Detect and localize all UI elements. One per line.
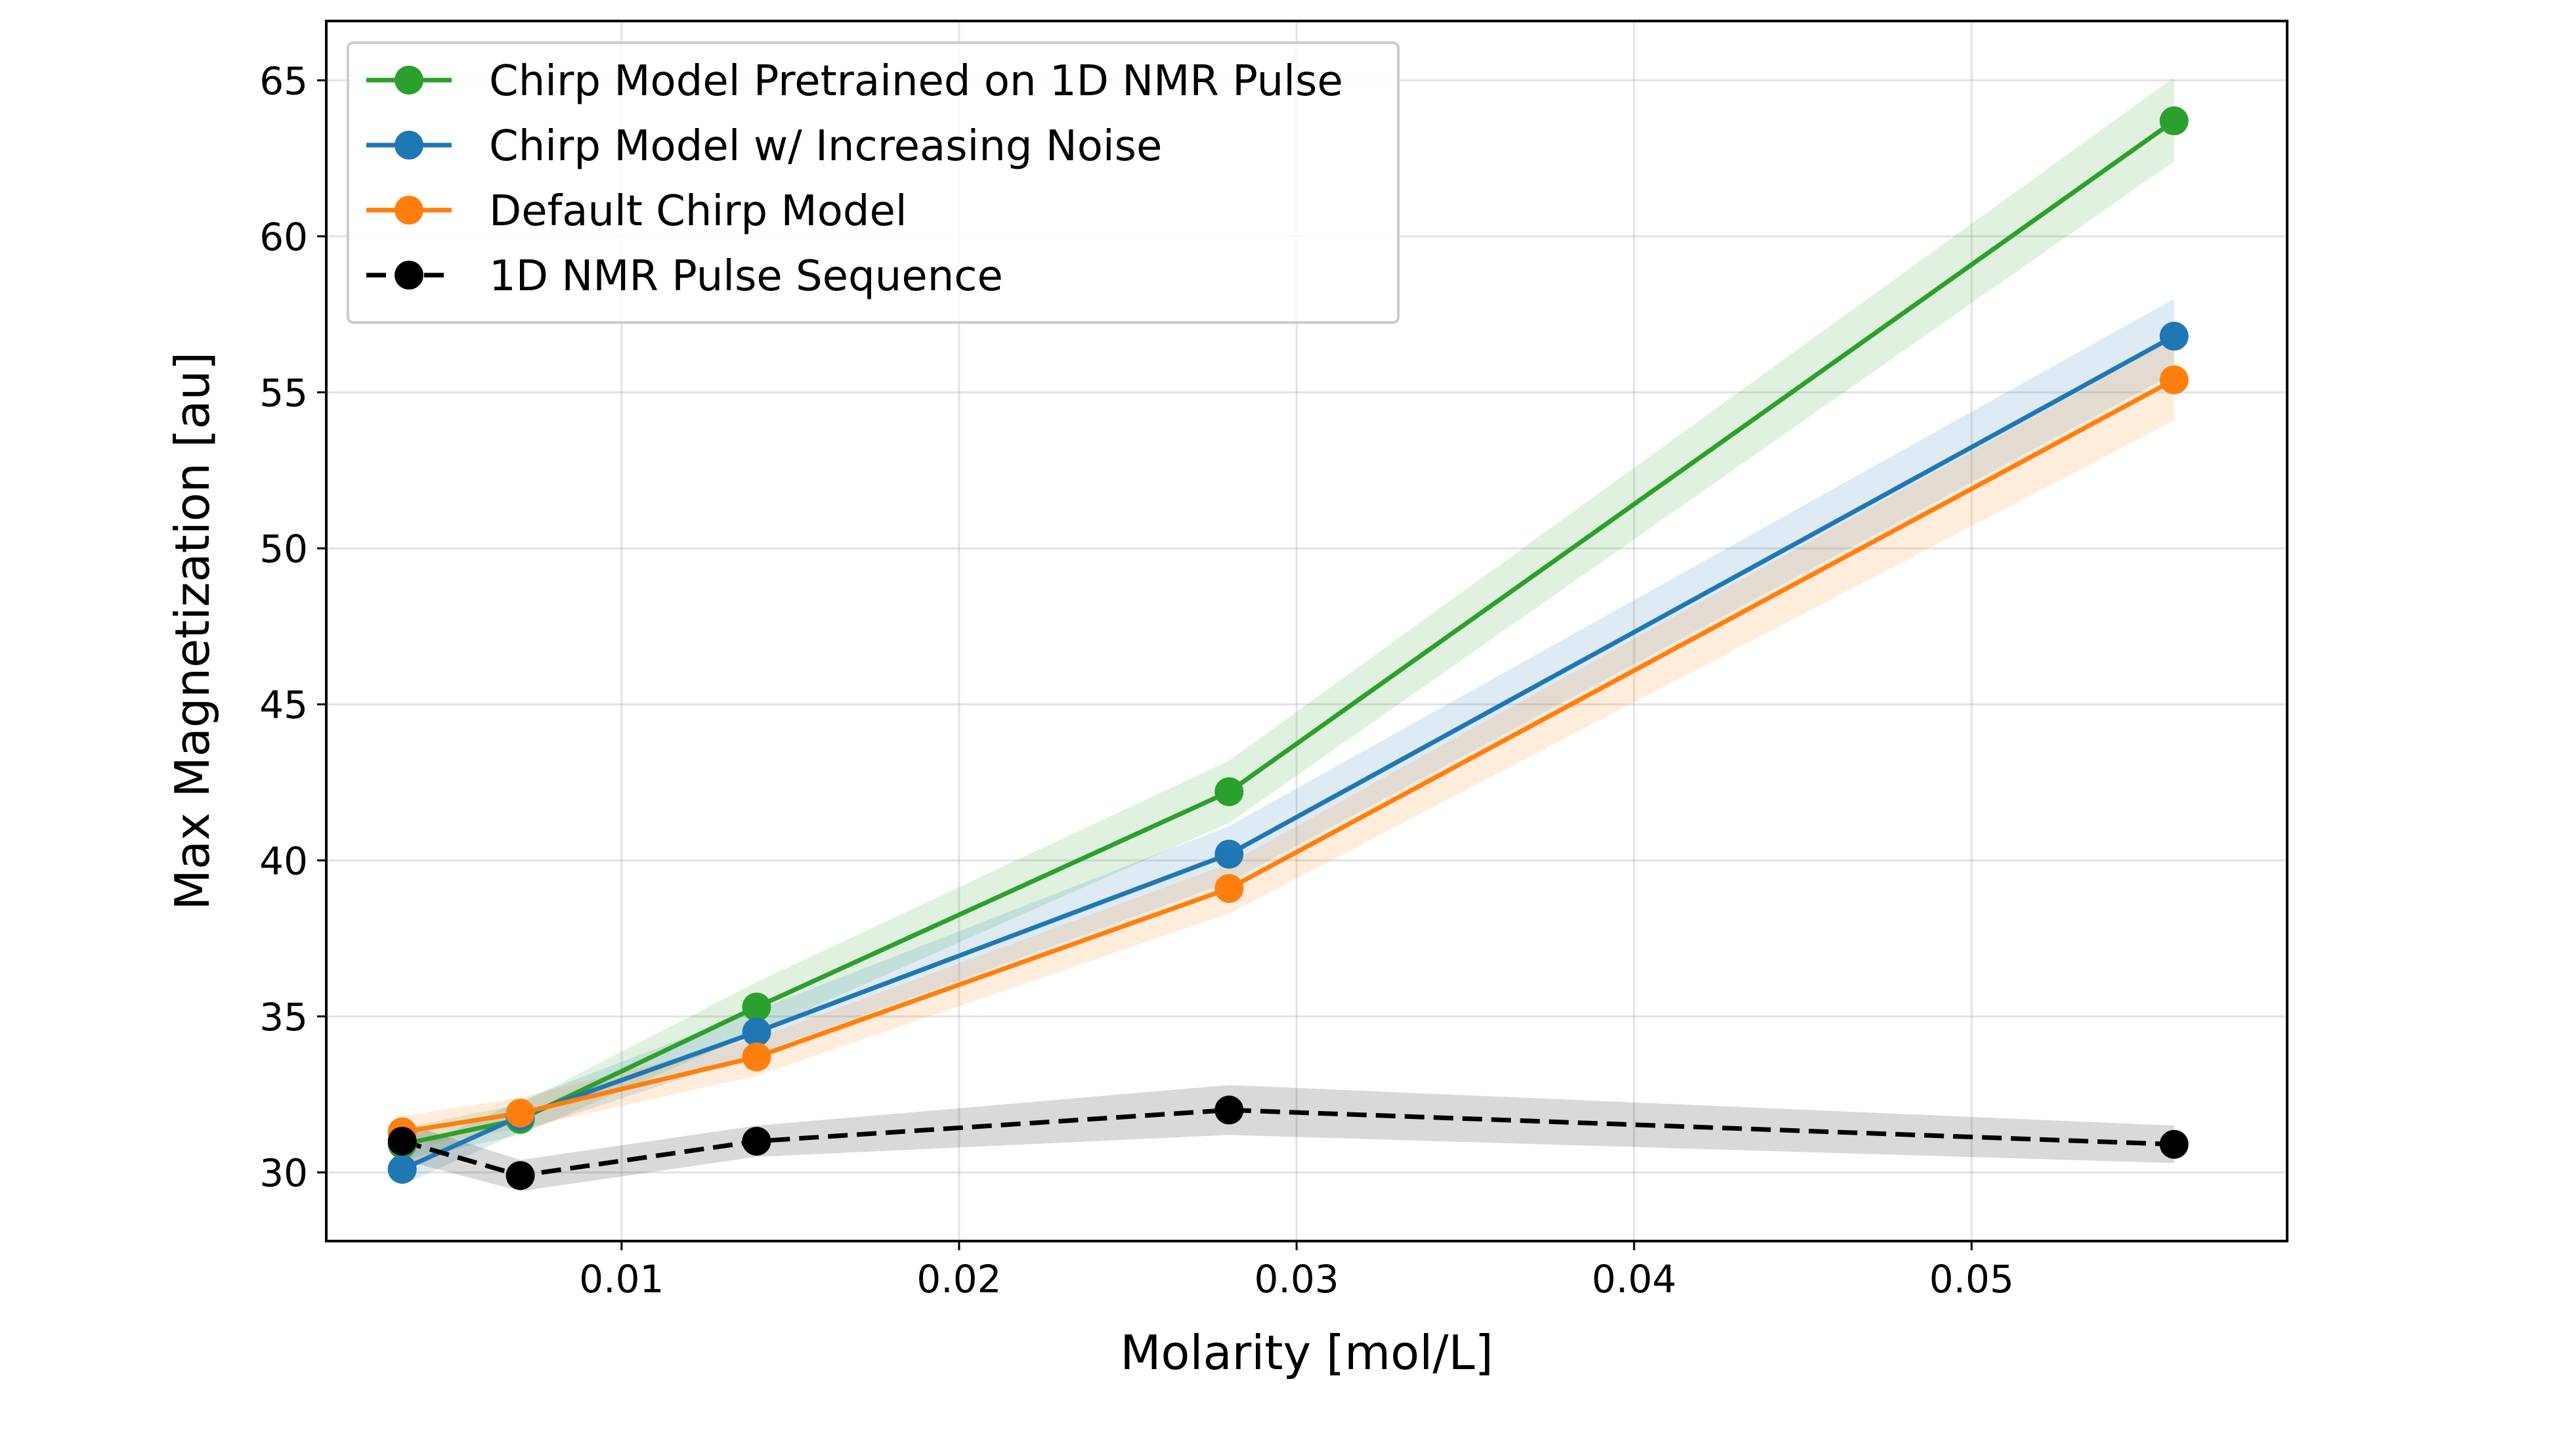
data-point [742, 1017, 771, 1047]
y-tick-label: 65 [259, 58, 308, 103]
data-point [2159, 321, 2189, 351]
confidence-band [402, 1085, 2174, 1191]
y-tick-label: 50 [259, 527, 308, 571]
y-tick-label: 35 [259, 995, 308, 1039]
data-point [2159, 365, 2189, 395]
legend: Chirp Model Pretrained on 1D NMR Pulse Ch… [347, 41, 1400, 324]
legend-label: Chirp Model Pretrained on 1D NMR Pulse [489, 57, 1343, 106]
y-tick-label: 55 [259, 370, 308, 415]
legend-marker [395, 196, 423, 225]
y-tick-label: 60 [259, 215, 308, 259]
legend-label: 1D NMR Pulse Sequence [489, 252, 1003, 301]
x-axis-label: Molarity [mol/L] [1120, 1325, 1493, 1380]
data-point [742, 1042, 771, 1072]
plot-frame [325, 20, 2288, 1242]
x-tick-label: 0.01 [579, 1257, 664, 1301]
data-point [1214, 777, 1244, 806]
y-tick-label: 30 [259, 1150, 308, 1195]
axis-ticks: 0.01 0.02 0.03 0.04 0.05 30 35 40 45 50 55 60 65 [259, 58, 2014, 1301]
legend-marker [395, 131, 423, 160]
y-tick-label: 40 [259, 839, 308, 883]
y-tick-label: 45 [259, 683, 308, 728]
legend-label: Chirp Model w/ Increasing Noise [489, 122, 1162, 171]
data-point [2159, 106, 2189, 136]
legend-box [347, 41, 1400, 324]
data-point [387, 1126, 417, 1156]
legend-label: Default Chirp Model [489, 187, 907, 236]
data-point [1214, 839, 1244, 869]
data-point [505, 1099, 535, 1128]
data-point [742, 1126, 771, 1156]
data-point [1214, 874, 1244, 904]
data-point [1214, 1095, 1244, 1125]
x-tick-label: 0.04 [1592, 1257, 1677, 1301]
x-tick-label: 0.02 [916, 1257, 1001, 1301]
x-tick-label: 0.03 [1255, 1257, 1339, 1301]
series-points [387, 106, 2189, 1191]
y-axis-label: Max Magnetization [au] [165, 352, 220, 911]
x-tick-label: 0.05 [1929, 1257, 2014, 1301]
data-point [505, 1161, 535, 1191]
data-point [742, 992, 771, 1022]
legend-marker [395, 261, 423, 290]
legend-marker [395, 66, 423, 95]
data-point [387, 1154, 417, 1184]
data-point [2159, 1129, 2189, 1159]
